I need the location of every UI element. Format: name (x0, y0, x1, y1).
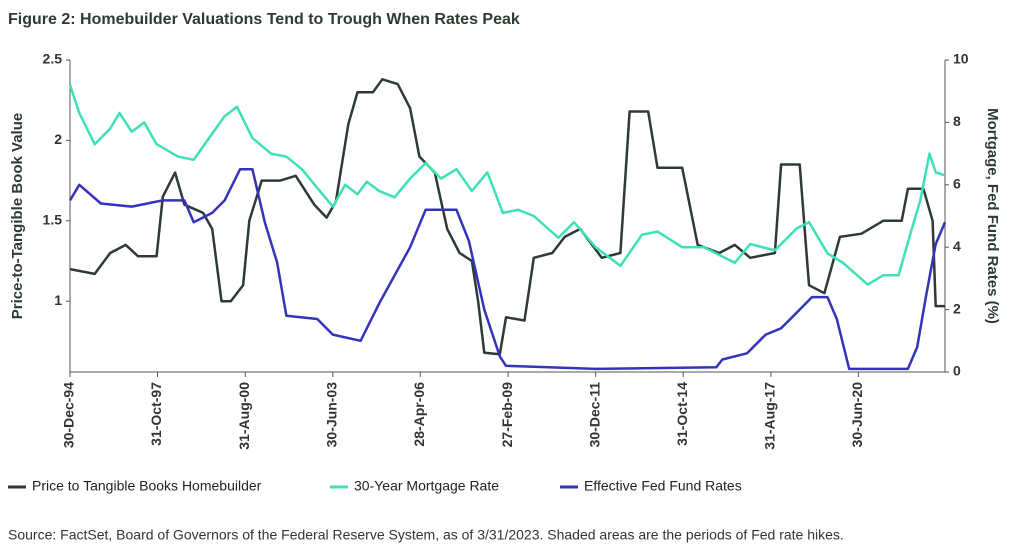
x-tick-label: 30-Jun-03 (324, 382, 340, 448)
y2-axis-label: Mortgage, Fed Fund Rates (%) (984, 108, 1001, 324)
y-tick-label: 1.5 (43, 212, 63, 228)
x-tick-label: 28-Apr-06 (411, 382, 427, 447)
legend-label: Price to Tangible Books Homebuilder (32, 478, 262, 494)
x-tick-label: 31-Aug-00 (236, 382, 252, 450)
y-tick-label: 2.5 (43, 51, 63, 67)
legend-label: Effective Fed Fund Rates (584, 478, 742, 494)
chart-title: Figure 2: Homebuilder Valuations Tend to… (8, 11, 520, 28)
source-note: Source: FactSet, Board of Governors of t… (8, 527, 844, 543)
x-tick-label: 30-Dec-94 (61, 382, 77, 448)
y2-tick-label: 0 (953, 363, 961, 379)
x-tick-label: 31-Oct-97 (148, 382, 164, 446)
x-tick-label: 31-Oct-14 (674, 382, 690, 446)
x-tick-label: 30-Jun-20 (849, 382, 865, 448)
y2-tick-label: 2 (953, 300, 961, 316)
series-line (69, 78, 945, 356)
y-axis-label: Price-to-Tangible Book Value (9, 113, 26, 319)
x-tick-label: 27-Feb-09 (499, 382, 515, 448)
x-tick-label: 30-Dec-11 (586, 382, 602, 448)
y2-tick-label: 10 (953, 51, 969, 67)
x-tick-label: 31-Aug-17 (762, 382, 778, 450)
series-line (68, 84, 946, 286)
y-tick-label: 1 (54, 292, 62, 308)
y2-tick-label: 8 (953, 113, 961, 129)
y2-tick-label: 6 (953, 176, 961, 192)
series-line (68, 167, 947, 371)
y-tick-label: 2 (54, 131, 62, 147)
y2-tick-label: 4 (953, 238, 961, 254)
legend-label: 30-Year Mortgage Rate (354, 478, 499, 494)
